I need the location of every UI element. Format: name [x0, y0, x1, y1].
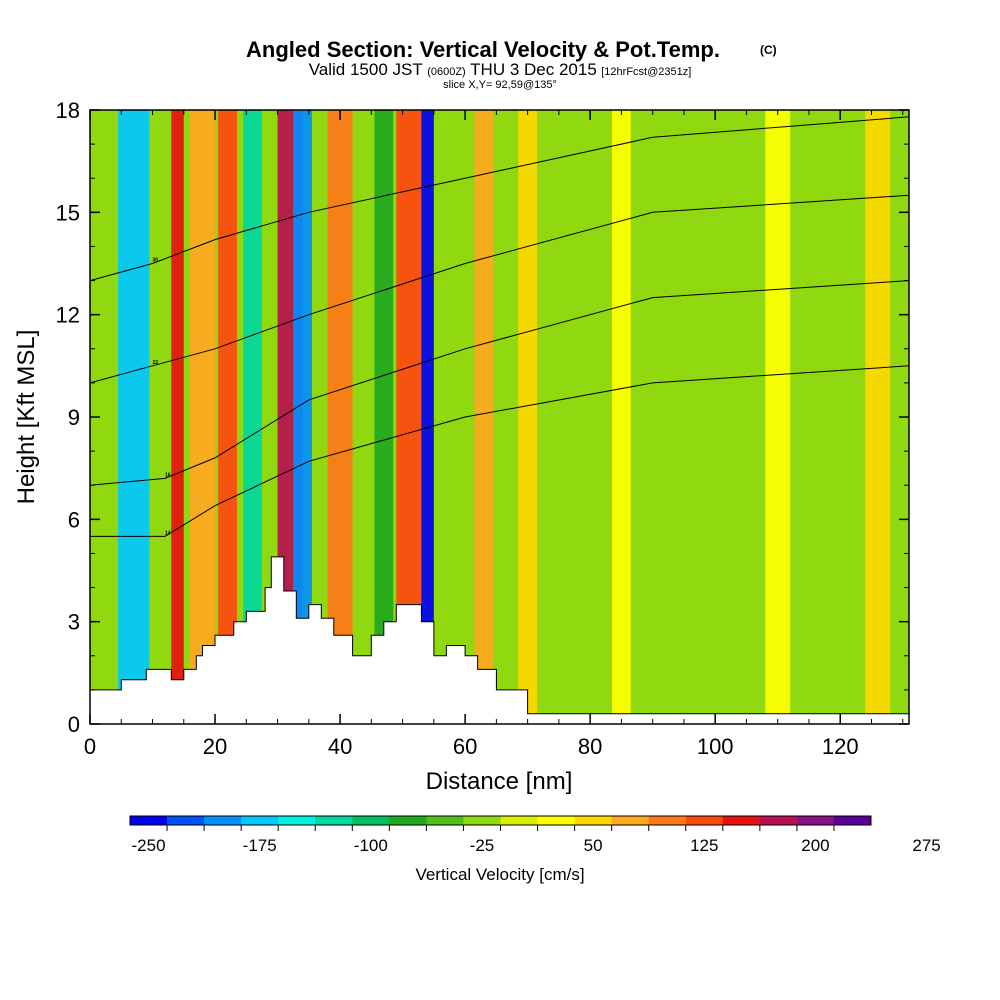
isentrope-line: [90, 365, 909, 537]
x-tick-label: 60: [453, 734, 477, 759]
chart-title: Angled Section: Vertical Velocity & Pot.…: [246, 37, 720, 62]
terrain: [89, 556, 910, 725]
y-tick-label: 12: [56, 303, 80, 328]
velocity-band: [612, 110, 631, 724]
colorbar-swatch: [389, 816, 427, 825]
chart-subtitle: Valid 1500 JST (0600Z) THU 3 Dec 2015 [1…: [309, 60, 692, 79]
chart-title-suffix: (C): [760, 43, 777, 57]
slice-info: slice X,Y= 92,59@135°: [443, 79, 557, 91]
y-axis: 0 3 6 9 12 15 18: [56, 98, 909, 737]
y-tick-label: 18: [56, 98, 80, 123]
valid-time: Valid 1500 JST: [309, 60, 423, 79]
colorbar-tick-label: 125: [690, 836, 718, 855]
x-tick-label: 0: [84, 734, 96, 759]
x-axis-label: Distance [nm]: [426, 768, 573, 795]
colorbar: -250 -175 -100 -25 50 125 200 275: [129, 815, 941, 855]
colorbar-swatch: [167, 816, 205, 825]
y-tick-label: 6: [68, 507, 80, 532]
isentrope-line: [90, 116, 909, 282]
y-tick-label: 3: [68, 610, 80, 635]
y-tick-label: 15: [56, 200, 80, 225]
x-tick-label: 100: [697, 734, 734, 759]
isentrope-line: [90, 194, 909, 384]
colorbar-swatch: [611, 816, 650, 825]
colorbar-tick-label: 275: [912, 836, 940, 855]
velocity-band: [421, 110, 434, 724]
colorbar-swatch: [426, 816, 464, 825]
colorbar-swatch: [759, 816, 798, 825]
velocity-band: [243, 110, 262, 724]
velocity-band: [190, 110, 216, 724]
colorbar-swatch: [574, 816, 613, 825]
colorbar-swatch: [315, 816, 353, 825]
colorbar-swatch: [722, 816, 761, 825]
colorbar-swatch: [648, 816, 687, 825]
x-tick-label: 40: [328, 734, 352, 759]
colorbar-swatch: [537, 816, 576, 825]
velocity-band: [518, 110, 538, 724]
y-tick-label: 0: [68, 712, 80, 737]
colorbar-swatch: [833, 816, 872, 825]
velocity-band: [171, 110, 184, 724]
y-tick-label: 9: [68, 405, 80, 430]
isentrope-label: 16: [165, 472, 171, 478]
forecast-info: [12hrFcst@2351z]: [601, 66, 691, 78]
isentrope-label: 14: [165, 530, 171, 536]
x-axis: 0 20 40 60 80 100 120: [84, 110, 904, 759]
colorbar-tick-label: -25: [470, 836, 495, 855]
isentrope-label: 30: [153, 258, 159, 264]
velocity-band: [293, 110, 312, 724]
x-tick-label: 80: [578, 734, 602, 759]
velocity-band: [865, 110, 891, 724]
terrain-mask: [89, 556, 910, 725]
colorbar-swatch: [796, 816, 835, 825]
valid-date: THU 3 Dec 2015: [470, 60, 597, 79]
colorbar-swatch: [463, 816, 501, 825]
colorbar-swatch: [500, 816, 539, 825]
colorbar-tick-label: -175: [243, 836, 277, 855]
colorbar-tick-label: 200: [801, 836, 829, 855]
x-tick-label: 120: [822, 734, 859, 759]
velocity-field: [90, 110, 909, 724]
valid-utc: (0600Z): [427, 66, 466, 78]
colorbar-swatch: [685, 816, 724, 825]
colorbar-swatch: [241, 816, 279, 825]
isentrope-lines: 14 16 22 30: [90, 116, 909, 537]
isentrope-line: [90, 280, 909, 486]
colorbar-label: Vertical Velocity [cm/s]: [415, 865, 584, 884]
colorbar-tick-label: -100: [354, 836, 388, 855]
x-tick-label: 20: [203, 734, 227, 759]
isentrope-label: 22: [153, 360, 159, 366]
velocity-band: [765, 110, 791, 724]
colorbar-tick-label: 50: [584, 836, 603, 855]
velocity-band: [474, 110, 494, 724]
colorbar-swatch: [352, 816, 390, 825]
colorbar-tick-label: -250: [132, 836, 166, 855]
velocity-band: [118, 110, 150, 724]
velocity-band: [218, 110, 237, 724]
colorbar-swatch: [278, 816, 316, 825]
y-axis-label: Height [Kft MSL]: [13, 330, 40, 505]
colorbar-swatch: [130, 816, 168, 825]
velocity-band: [374, 110, 394, 724]
colorbar-swatch: [204, 816, 242, 825]
